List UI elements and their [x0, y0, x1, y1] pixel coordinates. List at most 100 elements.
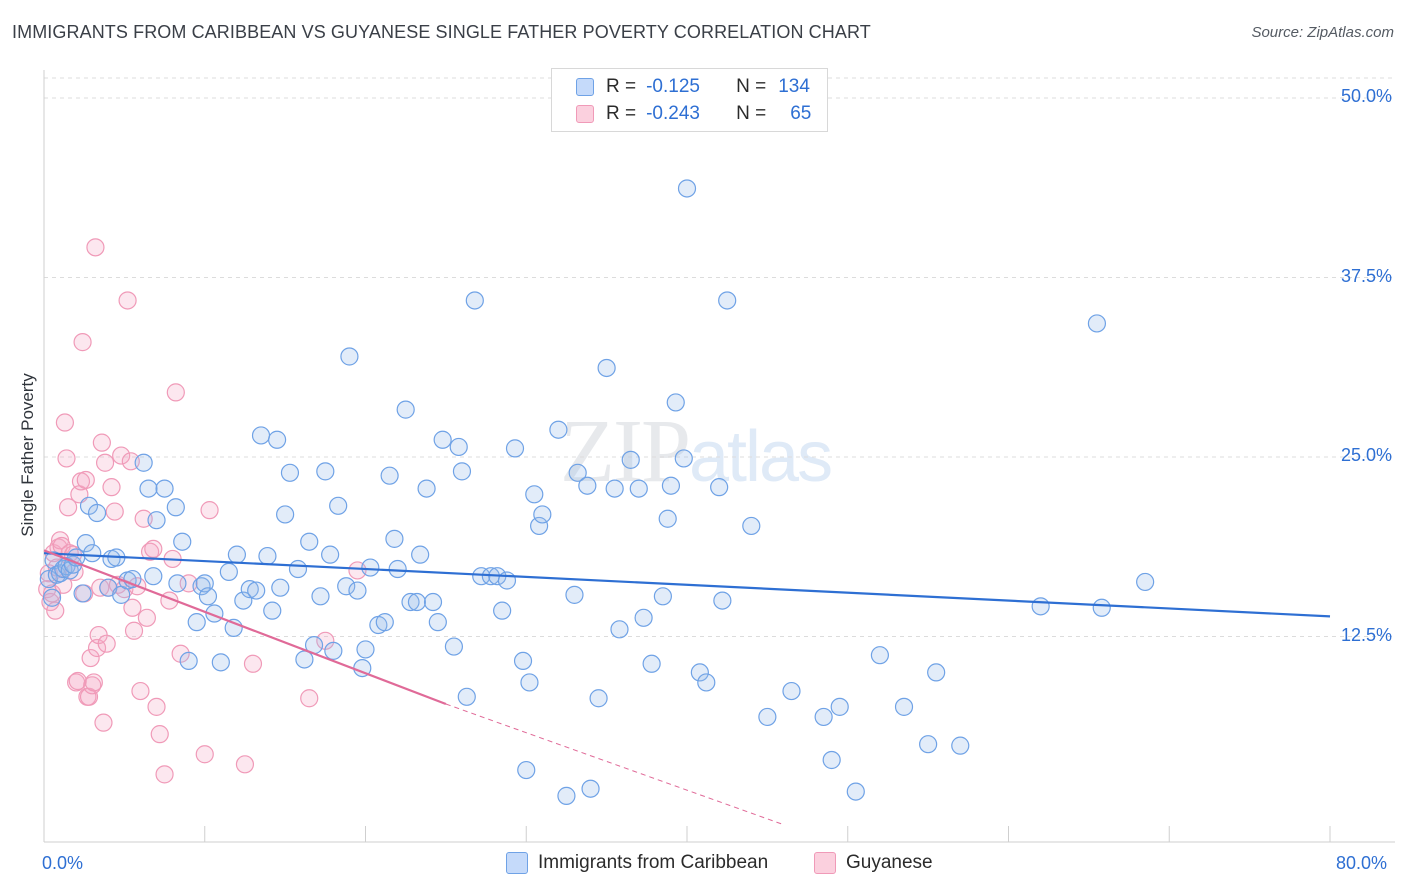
- caribbean-point: [385, 529, 404, 548]
- stats-row-caribbean: R = -0.125 N = 134: [576, 74, 810, 100]
- caribbean-point: [822, 750, 841, 770]
- caribbean-point: [517, 760, 536, 780]
- guyanese-point: [118, 291, 137, 310]
- caribbean-point: [830, 697, 849, 716]
- caribbean-point: [211, 653, 230, 672]
- guyanese-point: [131, 681, 150, 701]
- legend-item-caribbean[interactable]: Immigrants from Caribbean: [506, 852, 768, 874]
- guyanese-point: [79, 687, 99, 706]
- n-value: 65: [790, 103, 812, 124]
- caribbean-point: [295, 650, 314, 669]
- caribbean-legend-swatch: [506, 852, 528, 874]
- n-value: 134: [778, 76, 810, 97]
- caribbean-point: [690, 663, 709, 682]
- caribbean-point: [324, 641, 343, 660]
- n-label: N =: [736, 76, 767, 97]
- caribbean-point: [513, 651, 533, 671]
- caribbean-point: [710, 478, 729, 497]
- caribbean-point: [846, 782, 865, 801]
- caribbean-point: [718, 291, 737, 310]
- caribbean-point: [240, 580, 259, 599]
- caribbean-point: [198, 587, 218, 606]
- r-label: R =: [606, 103, 637, 124]
- guyanese-point: [150, 725, 169, 744]
- caribbean-point: [927, 663, 946, 682]
- guyanese-point: [123, 598, 142, 617]
- caribbean-point: [263, 601, 282, 620]
- guyanese-point: [84, 673, 103, 692]
- caribbean-point: [179, 651, 198, 671]
- caribbean-point: [525, 485, 544, 504]
- guyanese-point: [68, 671, 87, 691]
- guyanese-point: [166, 383, 185, 402]
- y-tick-label: 25.0%: [1340, 445, 1392, 465]
- caribbean-point: [634, 608, 653, 627]
- caribbean-point: [674, 449, 693, 468]
- caribbean-point: [520, 673, 539, 692]
- caribbean-point: [300, 532, 319, 551]
- caribbean-point: [452, 462, 472, 481]
- y-tick-label: 12.5%: [1340, 624, 1392, 645]
- caribbean-point: [919, 735, 938, 754]
- x-tick-max: 80.0%: [1336, 853, 1388, 873]
- caribbean-point: [168, 574, 187, 593]
- caribbean-point: [713, 591, 732, 610]
- caribbean-point: [42, 588, 62, 607]
- guyanese-point: [94, 713, 113, 732]
- legend-item-guyanese[interactable]: Guyanese: [814, 852, 933, 874]
- caribbean-point: [505, 439, 525, 458]
- caribbean-point: [83, 544, 102, 563]
- caribbean-point: [661, 476, 681, 495]
- y-tick-label: 50.0%: [1340, 86, 1392, 106]
- caribbean-point: [356, 640, 375, 659]
- caribbean-point: [951, 736, 970, 755]
- caribbean-point: [276, 505, 295, 524]
- caribbean-trend-line: [43, 552, 1331, 618]
- zipatlas-watermark: ZIPatlas: [560, 402, 833, 501]
- chart-title: IMMIGRANTS FROM CARIBBEAN VS GUYANESE SI…: [12, 22, 871, 42]
- caribbean-point: [653, 587, 672, 606]
- caribbean-point: [423, 592, 443, 612]
- guyanese-point: [144, 539, 163, 559]
- caribbean-point: [457, 687, 476, 706]
- caribbean-point: [321, 545, 340, 564]
- caribbean-point: [758, 707, 777, 727]
- guyanese-point: [55, 413, 74, 432]
- x-tick-min: 0.0%: [42, 853, 84, 873]
- caribbean-point: [375, 613, 394, 632]
- caribbean-point: [610, 620, 629, 639]
- r-label: R =: [606, 76, 637, 97]
- caribbean-point: [166, 498, 185, 517]
- guyanese-point: [95, 453, 115, 472]
- guyanese-swatch: [576, 105, 594, 123]
- guyanese-point: [112, 446, 131, 465]
- caribbean-point: [54, 559, 73, 579]
- guyanese-point: [86, 238, 105, 257]
- caribbean-point: [497, 571, 517, 590]
- caribbean-point: [380, 466, 399, 485]
- source-label: Source: ZipAtlas.com: [1251, 24, 1394, 41]
- caribbean-point: [742, 516, 761, 536]
- n-label: N =: [736, 103, 767, 124]
- caribbean-point: [433, 430, 452, 449]
- caribbean-point: [173, 532, 192, 551]
- caribbean-point: [1087, 314, 1107, 333]
- caribbean-point: [251, 426, 271, 445]
- caribbean-point: [271, 578, 290, 597]
- caribbean-point: [870, 646, 890, 665]
- caribbean-point: [267, 430, 287, 449]
- guyanese-trend-line: [43, 549, 447, 706]
- caribbean-point: [396, 400, 415, 419]
- caribbean-point: [73, 584, 92, 603]
- caribbean-point: [288, 559, 308, 579]
- caribbean-point: [388, 559, 407, 579]
- legend-label-caribbean: Immigrants from Caribbean: [538, 852, 769, 873]
- caribbean-point: [340, 347, 359, 366]
- caribbean-point: [258, 546, 277, 566]
- caribbean-point: [234, 591, 253, 610]
- caribbean-point: [76, 534, 95, 553]
- guyanese-point: [200, 501, 219, 520]
- caribbean-point: [493, 601, 512, 620]
- caribbean-point: [155, 479, 174, 498]
